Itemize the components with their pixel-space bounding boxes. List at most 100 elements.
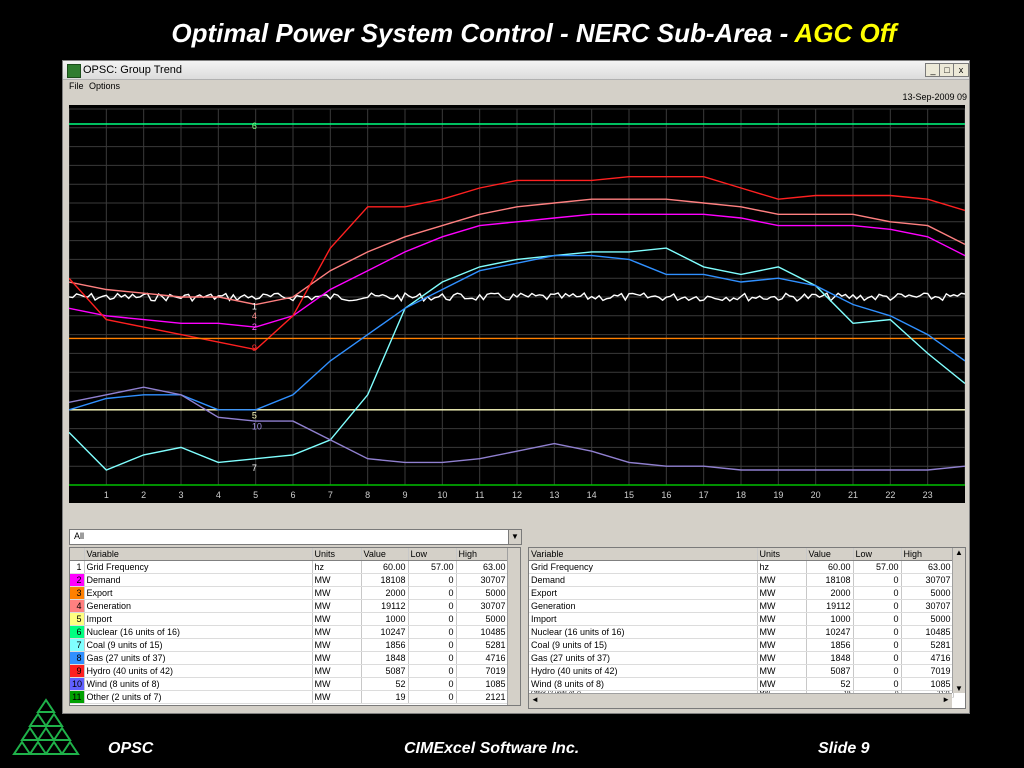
- row-variable: Export: [84, 586, 313, 600]
- table-row[interactable]: 5 Import MW 1000 0 5000: [70, 612, 509, 626]
- right-table-hscrollbar[interactable]: ◄ ►: [529, 693, 952, 708]
- row-color-index: 1: [70, 560, 85, 574]
- row-color-index: 8: [70, 651, 85, 665]
- footer-center: CIMExcel Software Inc.: [404, 740, 580, 757]
- x-tick-label: 14: [587, 490, 597, 500]
- table-row[interactable]: 9 Hydro (40 units of 42) MW 5087 0 7019: [70, 664, 509, 678]
- row-variable: Nuclear (16 units of 16): [529, 625, 758, 639]
- row-color-index: 6: [70, 625, 85, 639]
- row-high: 1085: [901, 677, 954, 691]
- row-variable: Coal (9 units of 15): [84, 638, 313, 652]
- row-low: 0: [853, 677, 902, 691]
- table-row[interactable]: Export MW 2000 0 5000: [529, 586, 954, 600]
- row-high: 30707: [901, 573, 954, 587]
- table-row[interactable]: Demand MW 18108 0 30707: [529, 573, 954, 587]
- table-row[interactable]: 8 Gas (27 units of 37) MW 1848 0 4716: [70, 651, 509, 665]
- header-value[interactable]: Value: [361, 548, 409, 561]
- row-value: 1856: [806, 638, 854, 652]
- table-row[interactable]: Import MW 1000 0 5000: [529, 612, 954, 626]
- header-low[interactable]: Low: [408, 548, 457, 561]
- row-value: 19112: [806, 599, 854, 613]
- menu-options[interactable]: Options: [89, 81, 121, 91]
- row-value: 19112: [361, 599, 409, 613]
- row-value: 1848: [806, 651, 854, 665]
- series-line-8: [69, 254, 965, 411]
- table-row[interactable]: 2 Demand MW 18108 0 30707: [70, 573, 509, 587]
- row-units: MW: [312, 612, 362, 626]
- table-row[interactable]: 6 Nuclear (16 units of 16) MW 10247 0 10485: [70, 625, 509, 639]
- slide-title-main: Optimal Power System Control - NERC Sub-…: [171, 18, 795, 48]
- x-tick-label: 3: [178, 490, 183, 500]
- row-units: MW: [312, 651, 362, 665]
- series-label: 4: [252, 311, 257, 321]
- row-units: hz: [757, 560, 807, 574]
- table-row[interactable]: 3 Export MW 2000 0 5000: [70, 586, 509, 600]
- table-row[interactable]: Coal (9 units of 15) MW 1856 0 5281: [529, 638, 954, 652]
- table-row[interactable]: Gas (27 units of 37) MW 1848 0 4716: [529, 651, 954, 665]
- scroll-up-icon[interactable]: ▲: [955, 548, 963, 557]
- chevron-down-icon[interactable]: ▼: [508, 530, 521, 544]
- scroll-right-icon[interactable]: ►: [942, 695, 950, 704]
- table-row[interactable]: Hydro (40 units of 42) MW 5087 0 7019: [529, 664, 954, 678]
- table-row[interactable]: 7 Coal (9 units of 15) MW 1856 0 5281: [70, 638, 509, 652]
- footer-left: OPSC: [108, 740, 154, 757]
- footer-right: Slide 9: [818, 740, 870, 757]
- row-high: 10485: [456, 625, 509, 639]
- header-value-right[interactable]: Value: [806, 548, 854, 561]
- header-high-right[interactable]: High: [901, 548, 954, 561]
- row-high: 5000: [456, 612, 509, 626]
- row-low: 57.00: [853, 560, 902, 574]
- header-units[interactable]: Units: [312, 548, 362, 561]
- left-table-scrollbar[interactable]: [507, 548, 520, 705]
- group-selector[interactable]: All ▼: [69, 529, 522, 545]
- row-value: 10247: [806, 625, 854, 639]
- window-titlebar[interactable]: OPSC: Group Trend _ □ x: [63, 61, 969, 80]
- series-line-9: [69, 175, 965, 351]
- menu-file[interactable]: File: [69, 81, 84, 91]
- row-high: 1085: [456, 677, 509, 691]
- x-tick-label: 12: [512, 490, 522, 500]
- row-units: MW: [312, 625, 362, 639]
- x-tick-label: 2: [141, 490, 146, 500]
- row-variable: Generation: [84, 599, 313, 613]
- row-high: 5000: [901, 612, 954, 626]
- table-row[interactable]: 11 Other (2 units of 7) MW 19 0 2121: [70, 690, 509, 704]
- row-value: 19: [361, 690, 409, 704]
- table-row[interactable]: Grid Frequency hz 60.00 57.00 63.00: [529, 560, 954, 574]
- header-variable-right[interactable]: Variable: [529, 548, 758, 561]
- row-high: 5281: [901, 638, 954, 652]
- row-low: 0: [408, 573, 457, 587]
- header-low-right[interactable]: Low: [853, 548, 902, 561]
- row-low: 0: [853, 599, 902, 613]
- table-row[interactable]: Nuclear (16 units of 16) MW 10247 0 10485: [529, 625, 954, 639]
- header-units-right[interactable]: Units: [757, 548, 807, 561]
- x-tick-label: 19: [773, 490, 783, 500]
- header-variable[interactable]: Variable: [84, 548, 313, 561]
- table-row[interactable]: 10 Wind (8 units of 8) MW 52 0 1085: [70, 677, 509, 691]
- scroll-down-icon[interactable]: ▼: [955, 684, 963, 693]
- series-line-1: [69, 292, 965, 303]
- table-row[interactable]: Generation MW 19112 0 30707: [529, 599, 954, 613]
- row-color-index: 2: [70, 573, 85, 587]
- table-row[interactable]: 4 Generation MW 19112 0 30707: [70, 599, 509, 613]
- series-line-4: [69, 198, 965, 306]
- table-row[interactable]: 1 Grid Frequency hz 60.00 57.00 63.00: [70, 560, 509, 574]
- close-button[interactable]: x: [953, 63, 969, 77]
- scroll-left-icon[interactable]: ◄: [531, 695, 539, 704]
- row-low: 0: [853, 638, 902, 652]
- header-high[interactable]: High: [456, 548, 509, 561]
- right-table-vscrollbar[interactable]: ▲ ▼: [952, 548, 965, 693]
- row-value: 1848: [361, 651, 409, 665]
- table-row[interactable]: Wind (8 units of 8) MW 52 0 1085: [529, 677, 954, 691]
- row-units: MW: [757, 599, 807, 613]
- row-color-index: 9: [70, 664, 85, 678]
- row-units: MW: [757, 573, 807, 587]
- row-units: MW: [757, 664, 807, 678]
- row-value: 52: [361, 677, 409, 691]
- row-low: 0: [408, 677, 457, 691]
- variables-table-left: Variable Units Value Low High 1 Grid Freq…: [69, 547, 521, 706]
- row-low: 0: [853, 612, 902, 626]
- row-variable: Hydro (40 units of 42): [529, 664, 758, 678]
- x-tick-label: 7: [328, 490, 333, 500]
